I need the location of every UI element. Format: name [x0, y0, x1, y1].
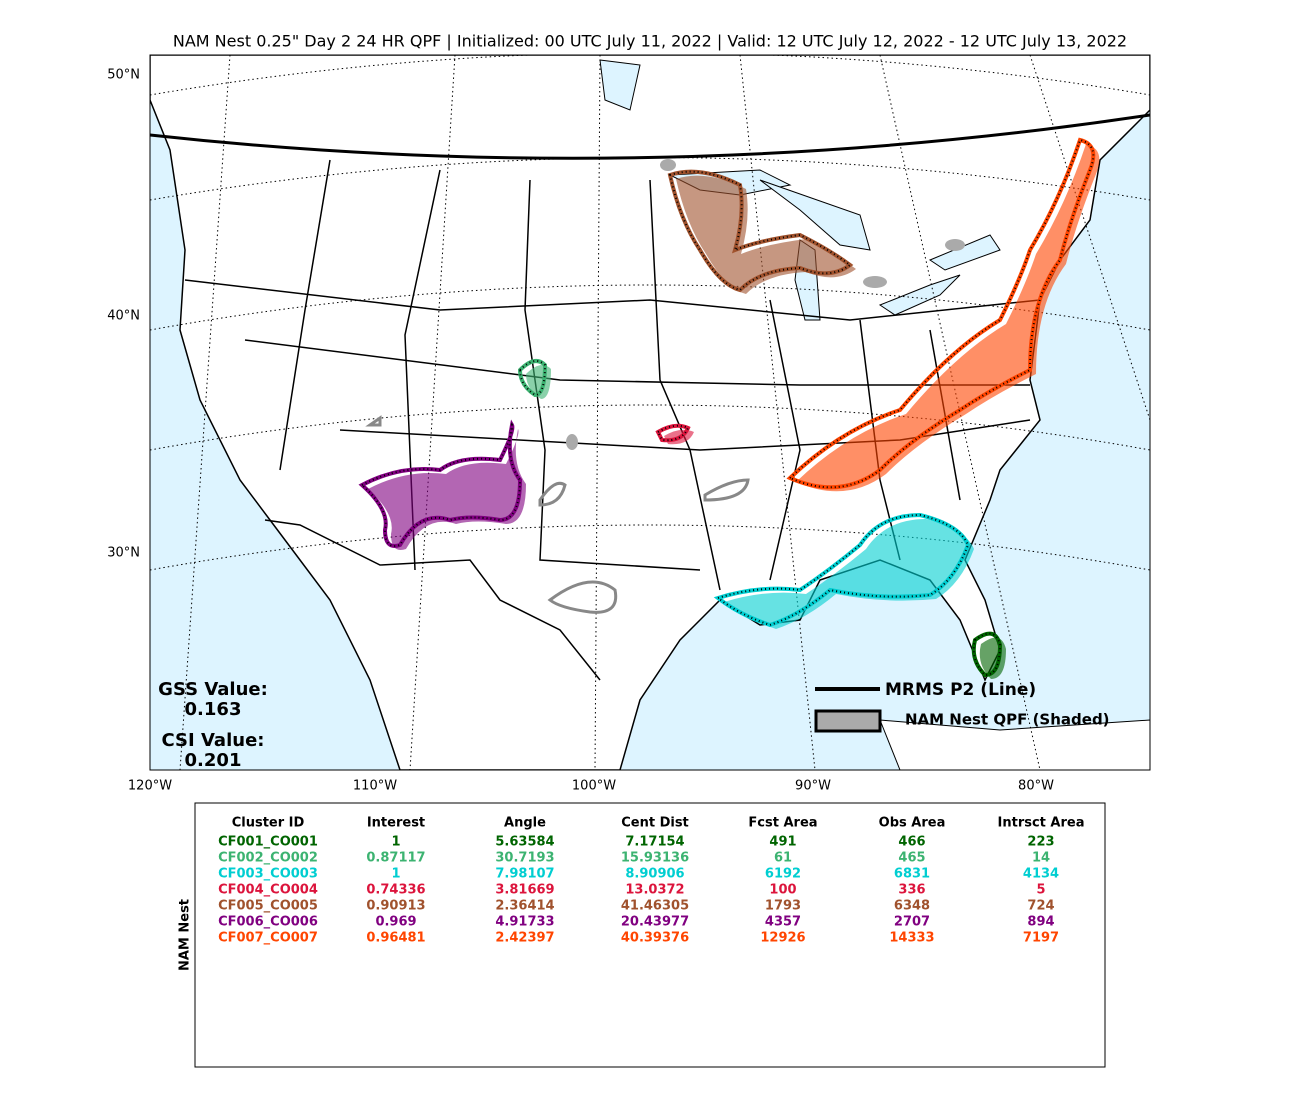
table-cell: 223 — [1027, 835, 1054, 850]
scores: GSS Value: 0.163 CSI Value: 0.201 — [158, 679, 268, 771]
unmatched-objects — [365, 415, 750, 614]
table-cell: 0.96481 — [366, 931, 425, 946]
cluster-outline — [358, 419, 523, 548]
table-cell: 336 — [898, 883, 925, 898]
table-cell: 30.7193 — [495, 851, 554, 866]
lon-label: 120°W — [128, 779, 172, 794]
table-cell: CF005_CO005 — [218, 899, 318, 914]
table-cell: 2.42397 — [495, 931, 554, 946]
column-header: Interest — [367, 816, 425, 831]
lon-label: 100°W — [572, 779, 616, 794]
column-header: Obs Area — [879, 816, 946, 831]
cuba — [879, 719, 1150, 770]
cluster-dots — [668, 170, 852, 292]
table-cell: 14 — [1032, 851, 1050, 866]
lat-label: 30°N — [107, 546, 140, 561]
cluster-shaded — [796, 144, 1100, 492]
map-frame — [149, 54, 1151, 771]
csi-label: CSI Value: — [162, 730, 265, 751]
table-cell: 0.87117 — [366, 851, 425, 866]
table-cell: 4134 — [1023, 867, 1059, 882]
table-cell: 0.969 — [375, 915, 416, 930]
table-cell: 894 — [1027, 915, 1054, 930]
table-cell: CF007_CO007 — [218, 931, 318, 946]
cluster-dots — [788, 138, 1095, 489]
lat-label: 40°N — [107, 309, 140, 324]
table-side-label: NAM Nest — [178, 899, 193, 971]
column-header: Cluster ID — [232, 816, 305, 831]
title: NAM Nest 0.25" Day 2 24 HR QPF | Initial… — [173, 32, 1127, 51]
table-cell: 3.81669 — [495, 883, 554, 898]
table-cell: 724 — [1027, 899, 1054, 914]
clusters — [358, 137, 1100, 679]
table-cell: 14333 — [889, 931, 934, 946]
table: Cluster ID Interest Angle Cent Dist Fcst Are… — [218, 816, 1084, 946]
table-cell: 12926 — [760, 931, 805, 946]
column-header: Angle — [504, 816, 546, 831]
cluster-outline — [971, 631, 1003, 678]
table-cell: CF004_CO004 — [218, 883, 318, 898]
table-cell: 61 — [774, 851, 792, 866]
table-cell: CF006_CO006 — [218, 915, 318, 930]
state-borders — [150, 113, 1150, 681]
table-cell: 5.63584 — [495, 835, 554, 850]
table-cell: 1793 — [765, 899, 801, 914]
table-cell: 6348 — [894, 899, 930, 914]
lat-label: 50°N — [107, 68, 140, 83]
table-cell: 40.39376 — [621, 931, 689, 946]
graticule — [150, 55, 1150, 770]
cluster-shaded — [676, 175, 856, 294]
table-cell: 466 — [898, 835, 925, 850]
table-cell: 2707 — [894, 915, 930, 930]
lon-label: 110°W — [353, 779, 397, 794]
table-cell: 465 — [898, 851, 925, 866]
table-cell: 100 — [769, 883, 796, 898]
table-cell: 4.91733 — [495, 915, 554, 930]
table-cell: 4357 — [765, 915, 801, 930]
cluster-dots — [518, 360, 547, 397]
table-cell: 2.36414 — [495, 899, 554, 914]
column-header: Fcst Area — [748, 816, 817, 831]
lon-label: 80°W — [1018, 779, 1054, 794]
table-cell: 6192 — [765, 867, 801, 882]
table-cell: 0.74336 — [366, 883, 425, 898]
lon-label: 90°W — [795, 779, 831, 794]
gss-value: 0.163 — [185, 699, 242, 720]
cluster-outline — [655, 423, 691, 443]
table-frame — [194, 802, 1106, 1068]
table-cell: 5 — [1036, 883, 1045, 898]
table-cell: 8.90906 — [625, 867, 684, 882]
table-cell: 1 — [391, 835, 400, 850]
legend-swatch — [814, 709, 882, 733]
gss-label: GSS Value: — [158, 679, 268, 700]
cluster-shaded — [724, 519, 974, 629]
column-header: Cent Dist — [621, 816, 689, 831]
csi-value: 0.201 — [185, 750, 242, 771]
table-cell: 20.43977 — [621, 915, 689, 930]
table-cell: 1 — [391, 867, 400, 882]
table-cell: 13.0372 — [625, 883, 684, 898]
table-cell: 41.46305 — [621, 899, 689, 914]
table-cell: 7197 — [1023, 931, 1059, 946]
table-cell: 7.17154 — [625, 835, 684, 850]
table-cell: 6831 — [894, 867, 930, 882]
table-cell: CF001_CO001 — [218, 835, 318, 850]
table-cell: 15.93136 — [621, 851, 689, 866]
table-cell: 491 — [769, 835, 796, 850]
table-cell: 0.90913 — [366, 899, 425, 914]
unmatched-shaded — [566, 159, 965, 450]
table-cell: CF003_CO003 — [218, 867, 318, 882]
legend-line-label: MRMS P2 (Line) — [885, 680, 1036, 700]
legend-shaded-label: NAM Nest QPF (Shaded) — [905, 711, 1110, 729]
cluster-dots — [715, 513, 970, 627]
column-header: Intrsct Area — [998, 816, 1085, 831]
table-cell: CF002_CO002 — [218, 851, 318, 866]
table-cell: 7.98107 — [495, 867, 554, 882]
map — [150, 55, 1150, 770]
